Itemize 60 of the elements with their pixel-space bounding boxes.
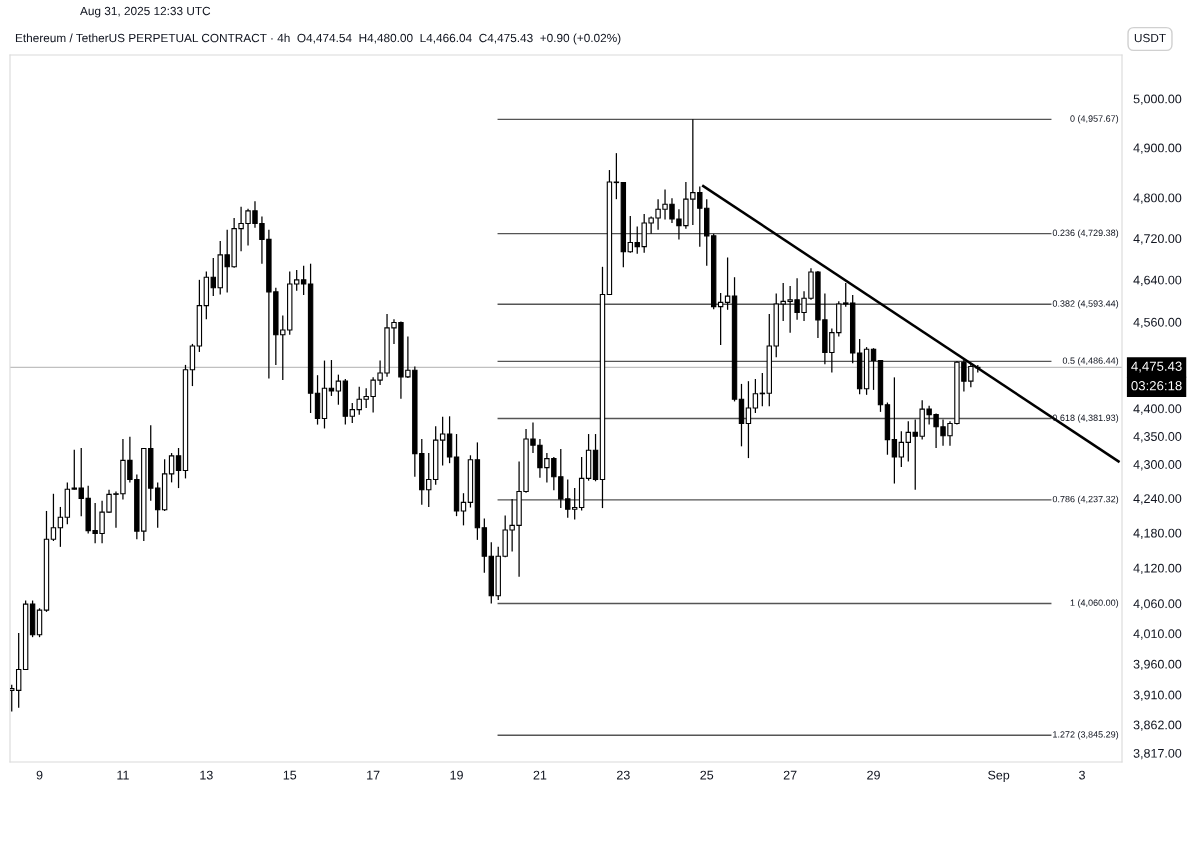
ref-line-label: 4,475.43 [1131, 361, 1182, 373]
x-tick-label: 27 [783, 770, 797, 780]
y-tick-label: 4,720.00 [1133, 234, 1182, 245]
x-tick-label: 3 [1079, 770, 1085, 780]
y-tick-label: 4,060.00 [1133, 599, 1182, 610]
series-label: 0.5 (4,486.44) [1062, 357, 1119, 366]
text: 03:26:18 [1131, 381, 1182, 391]
y-tick-label: 4,560.00 [1133, 317, 1182, 329]
series-label: 0.786 (4,237.32) [1052, 495, 1119, 505]
y-tick-label: 4,300.00 [1133, 460, 1182, 471]
series-label: 1.272 (3,845.29) [1053, 730, 1119, 740]
candlestick [460, 492, 467, 526]
candlestick [891, 376, 898, 485]
x-tick-label: 11 [117, 770, 129, 780]
y-tick-label: 4,900.00 [1133, 143, 1182, 154]
y-tick-label: 3,817.00 [1133, 748, 1182, 760]
x-tick-label: 13 [200, 770, 213, 780]
y-tick-label: 4,010.00 [1133, 629, 1182, 640]
candlestick [870, 347, 877, 391]
x-tick-label: Sep [988, 770, 1010, 782]
x-tick-label: 15 [283, 770, 297, 780]
series-label: 0.236 (4,729.38) [1052, 229, 1119, 238]
candlestick [439, 416, 446, 467]
candlestick [300, 265, 307, 296]
candlestick [328, 359, 335, 397]
candlestick [168, 452, 175, 484]
chart-subtitle: Aug 31, 2025 12:33 UTC [80, 6, 211, 18]
series-label: 0.382 (4,593.44) [1052, 300, 1119, 309]
candlestick [446, 415, 453, 464]
x-tick-label: 9 [36, 770, 43, 780]
candlestick [57, 506, 64, 548]
y-tick-label: 4,240.00 [1133, 494, 1182, 505]
y-tick-label: 4,400.00 [1133, 404, 1182, 415]
x-tick-label: 19 [450, 770, 463, 780]
candlestick [613, 152, 620, 200]
x-tick-label: 29 [867, 770, 880, 780]
x-tick-label: 17 [367, 770, 380, 780]
y-tick-label: 4,120.00 [1133, 563, 1182, 575]
y-axis-title: USDT [1134, 33, 1166, 43]
candlestick [335, 374, 342, 406]
text: 0 (4,957.67) [1070, 115, 1119, 124]
y-tick-label: 5,000.00 [1133, 94, 1182, 105]
y-tick-label: 4,350.00 [1133, 432, 1182, 443]
x-tick-label: 21 [533, 770, 547, 780]
x-tick-label: 25 [700, 770, 714, 780]
y-tick-label: 3,910.00 [1133, 690, 1182, 701]
y-tick-label: 4,800.00 [1133, 193, 1182, 204]
x-tick-label: 23 [617, 770, 630, 780]
chart-title: Ethereum / TetherUS PERPETUAL CONTRACT · 4h O4,474.54 H4,480.00 L4,466.04 C4,475.43 +0.90 (+0.02%) [15, 33, 621, 45]
candlestick [724, 256, 731, 311]
candlestick [175, 447, 182, 489]
candlestick [50, 493, 57, 542]
candlestick [745, 380, 752, 459]
y-tick-label: 4,640.00 [1133, 275, 1182, 286]
y-tick-label: 3,960.00 [1133, 659, 1182, 671]
y-tick-label: 4,180.00 [1133, 528, 1182, 540]
candlestick [189, 343, 196, 387]
text: 1 (4,060.00) [1070, 599, 1119, 608]
candlestick [752, 378, 759, 414]
y-tick-label: 3,862.00 [1133, 720, 1182, 731]
